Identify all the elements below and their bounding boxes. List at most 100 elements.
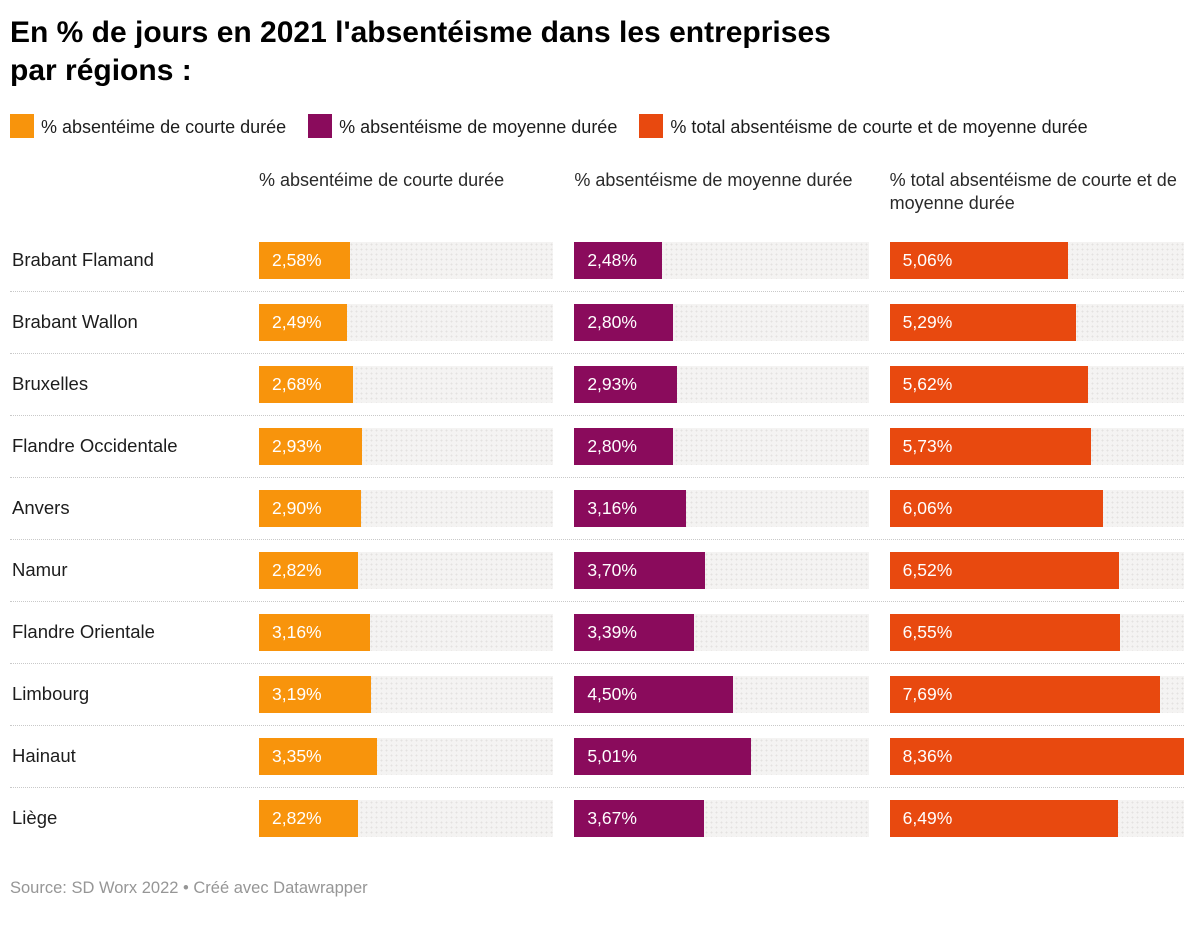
bar-track: 2,80% bbox=[574, 427, 869, 465]
legend-swatch-icon bbox=[10, 114, 34, 139]
bar[interactable]: 2,93% bbox=[574, 365, 678, 403]
bar-value-label: 2,82% bbox=[272, 559, 322, 580]
bar-value-label: 2,58% bbox=[272, 249, 322, 270]
bar-track: 2,93% bbox=[574, 365, 869, 403]
bar[interactable]: 2,80% bbox=[574, 427, 673, 465]
bar[interactable]: 5,73% bbox=[889, 427, 1092, 465]
legend-label: % total absentéisme de courte et de moye… bbox=[670, 117, 1088, 138]
bar-value-label: 3,16% bbox=[272, 621, 322, 642]
table-row: Brabant Wallon 2,49% 2,80% 5,29% bbox=[10, 292, 1184, 354]
bar[interactable]: 2,80% bbox=[574, 303, 673, 341]
bar-value-label: 2,68% bbox=[272, 373, 322, 394]
bar[interactable]: 6,55% bbox=[889, 613, 1121, 651]
bar[interactable]: 7,69% bbox=[889, 675, 1161, 713]
bar[interactable]: 2,58% bbox=[259, 241, 350, 279]
bar-track: 6,55% bbox=[889, 613, 1184, 651]
legend-swatch-icon bbox=[639, 114, 664, 139]
chart-container: En % de jours en 2021 l'absentéisme dans… bbox=[10, 14, 1184, 897]
table-row: Bruxelles 2,68% 2,93% 5,62% bbox=[10, 354, 1184, 416]
bar-value-label: 8,36% bbox=[902, 745, 953, 766]
bar-value-label: 5,29% bbox=[902, 311, 953, 332]
table-row: Brabant Flamand 2,58% 2,48% 5,06% bbox=[10, 230, 1184, 292]
table-row: Flandre Occidentale 2,93% 2,80% 5,73% bbox=[10, 416, 1184, 478]
bar[interactable]: 2,93% bbox=[259, 427, 363, 465]
bar-track: 5,73% bbox=[889, 427, 1184, 465]
table-row: Liège 2,82% 3,67% 6,49% bbox=[10, 788, 1184, 849]
bar[interactable]: 2,90% bbox=[259, 489, 362, 527]
bar-value-label: 2,90% bbox=[272, 497, 322, 518]
bar-value-label: 5,62% bbox=[902, 373, 953, 394]
region-label: Flandre Occidentale bbox=[12, 435, 178, 457]
bar[interactable]: 3,16% bbox=[574, 489, 686, 527]
bar-track: 2,58% bbox=[259, 241, 554, 279]
bar-value-label: 6,06% bbox=[902, 497, 953, 518]
region-label: Brabant Flamand bbox=[12, 249, 154, 271]
bar-value-label: 3,70% bbox=[587, 559, 637, 580]
bar-value-label: 3,39% bbox=[587, 621, 637, 642]
legend-item[interactable]: % total absentéisme de courte et de moye… bbox=[639, 114, 1088, 139]
bar[interactable]: 8,36% bbox=[889, 737, 1184, 775]
bar[interactable]: 3,67% bbox=[574, 799, 704, 837]
bar[interactable]: 2,82% bbox=[259, 551, 359, 589]
bar-value-label: 5,01% bbox=[587, 745, 637, 766]
bar[interactable]: 3,19% bbox=[259, 675, 372, 713]
chart-title-line1: En % de jours en 2021 l'absentéisme dans… bbox=[10, 16, 831, 49]
bar[interactable]: 2,48% bbox=[574, 241, 662, 279]
bar[interactable]: 3,16% bbox=[259, 613, 371, 651]
region-label: Flandre Orientale bbox=[12, 621, 155, 643]
region-label: Brabant Wallon bbox=[12, 311, 138, 333]
bar[interactable]: 2,68% bbox=[259, 365, 354, 403]
region-label: Hainaut bbox=[12, 745, 76, 767]
bar-value-label: 2,80% bbox=[587, 435, 637, 456]
legend-item[interactable]: % absentéisme de moyenne durée bbox=[308, 114, 618, 139]
bar-track: 8,36% bbox=[889, 737, 1184, 775]
bar-value-label: 2,49% bbox=[272, 311, 322, 332]
bar-value-label: 2,48% bbox=[587, 249, 637, 270]
region-label: Liège bbox=[12, 807, 58, 829]
bar[interactable]: 2,49% bbox=[259, 303, 347, 341]
legend-swatch-icon bbox=[308, 114, 333, 139]
bar-track: 4,50% bbox=[574, 675, 869, 713]
bar[interactable]: 6,06% bbox=[889, 489, 1104, 527]
column-header-total: % total absentéisme de courte et de moye… bbox=[889, 169, 1177, 214]
source-attribution: Source: SD Worx 2022 • Créé avec Datawra… bbox=[10, 878, 368, 897]
region-label: Limbourg bbox=[12, 683, 90, 705]
bar-track: 7,69% bbox=[889, 675, 1184, 713]
bar[interactable]: 6,49% bbox=[889, 799, 1119, 837]
legend-item[interactable]: % absentéime de courte durée bbox=[10, 114, 286, 139]
bar-track: 3,16% bbox=[574, 489, 869, 527]
legend-label: % absentéisme de moyenne durée bbox=[339, 117, 618, 138]
bar-value-label: 3,35% bbox=[272, 745, 322, 766]
bar-track: 3,70% bbox=[574, 551, 869, 589]
bar-track: 2,80% bbox=[574, 303, 869, 341]
bar-track: 5,06% bbox=[889, 241, 1184, 279]
bar[interactable]: 3,35% bbox=[259, 737, 377, 775]
bar-track: 2,48% bbox=[574, 241, 869, 279]
bar-track: 3,35% bbox=[259, 737, 554, 775]
bar[interactable]: 3,39% bbox=[574, 613, 694, 651]
bar-track: 3,19% bbox=[259, 675, 554, 713]
bar-track: 2,49% bbox=[259, 303, 554, 341]
table-row: Anvers 2,90% 3,16% 6,06% bbox=[10, 478, 1184, 540]
bar[interactable]: 3,70% bbox=[574, 551, 705, 589]
column-header-medium-duration: % absentéisme de moyenne durée bbox=[574, 169, 853, 190]
bar-value-label: 2,82% bbox=[272, 807, 322, 828]
bar[interactable]: 5,29% bbox=[889, 303, 1076, 341]
bar-track: 5,62% bbox=[889, 365, 1184, 403]
bar[interactable]: 4,50% bbox=[574, 675, 733, 713]
region-label: Bruxelles bbox=[12, 373, 89, 395]
bar-track: 2,90% bbox=[259, 489, 554, 527]
bar-value-label: 2,93% bbox=[272, 435, 322, 456]
chart-title: En % de jours en 2021 l'absentéisme dans… bbox=[10, 14, 1184, 90]
bar-value-label: 4,50% bbox=[587, 683, 637, 704]
chart-title-line2: par régions : bbox=[10, 54, 192, 88]
bar[interactable]: 5,06% bbox=[889, 241, 1068, 279]
bar-value-label: 3,16% bbox=[587, 497, 637, 518]
bar-track: 2,82% bbox=[259, 799, 554, 837]
bar[interactable]: 6,52% bbox=[889, 551, 1120, 589]
bar[interactable]: 5,62% bbox=[889, 365, 1088, 403]
bar[interactable]: 2,82% bbox=[259, 799, 359, 837]
bar[interactable]: 5,01% bbox=[574, 737, 751, 775]
bar-track: 2,82% bbox=[259, 551, 554, 589]
bar-value-label: 5,06% bbox=[902, 249, 953, 270]
